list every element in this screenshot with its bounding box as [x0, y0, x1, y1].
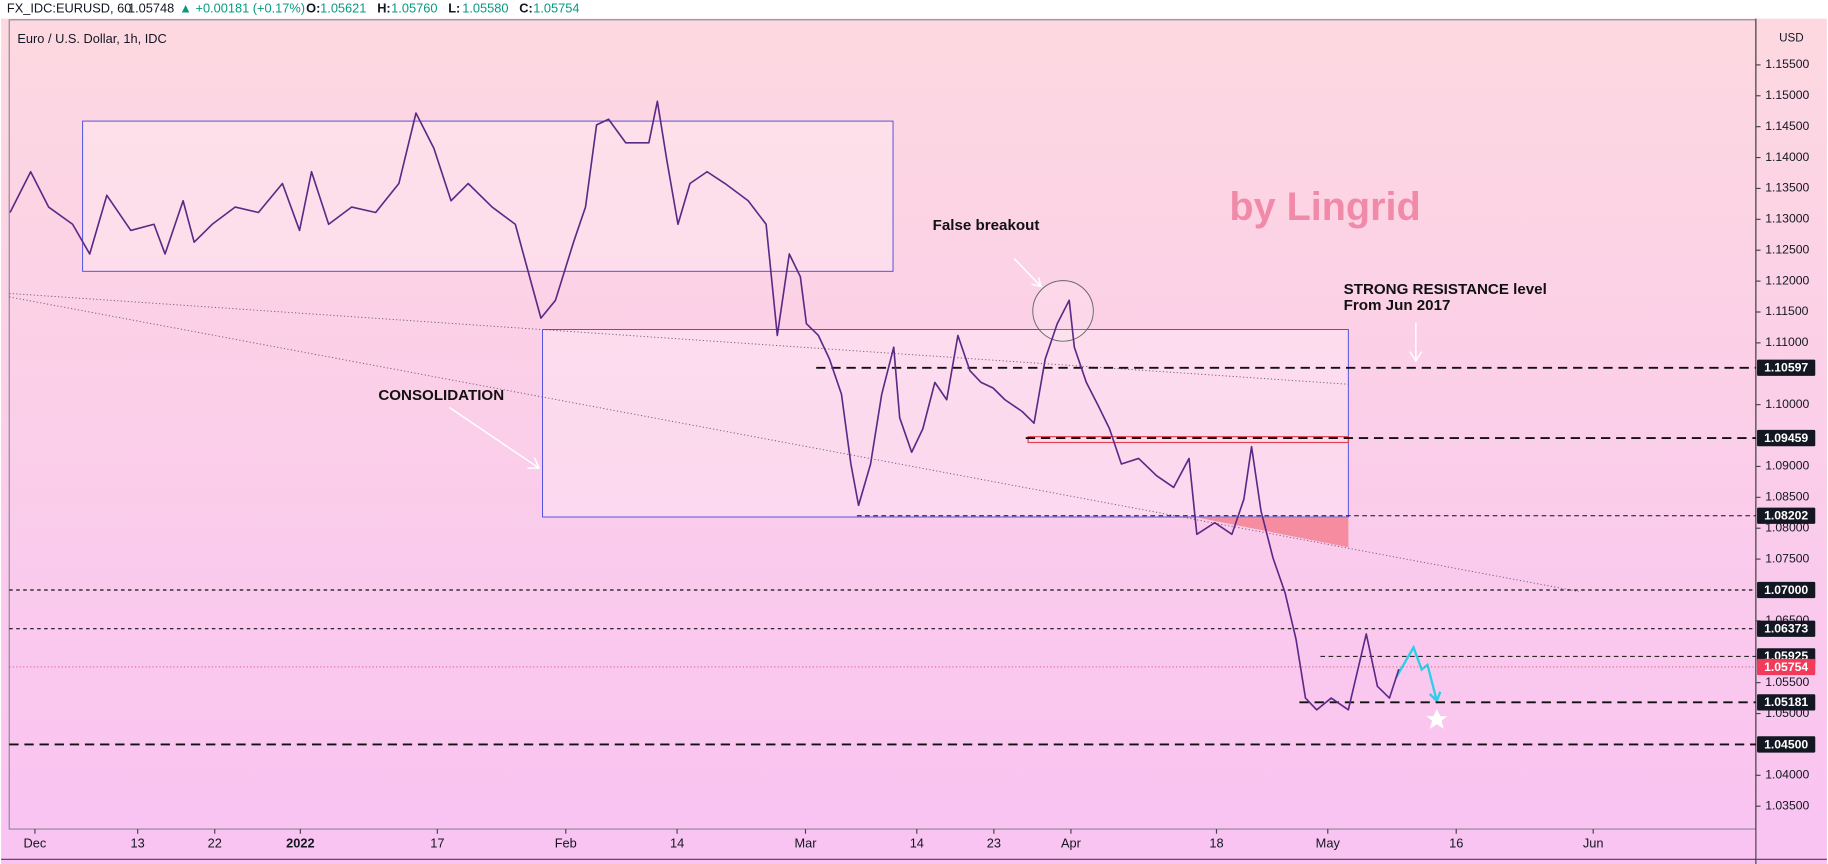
- level-label-box: [1757, 694, 1816, 711]
- x-tick-label: May: [1316, 836, 1341, 851]
- arrow: [448, 406, 541, 469]
- x-tick-label: Mar: [794, 836, 817, 851]
- y-tick-label: 1.14500: [1765, 119, 1809, 133]
- x-tick-label: 14: [910, 836, 924, 851]
- change: ▲ +0.00181 (+0.17%): [179, 1, 305, 16]
- projection-arrow: [1395, 644, 1442, 704]
- x-tick-label: 2022: [286, 836, 314, 851]
- chart-title: Euro / U.S. Dollar, 1h, IDC: [17, 31, 166, 46]
- y-tick-label: 1.11000: [1765, 335, 1808, 349]
- y-tick-label: 1.09000: [1765, 459, 1809, 473]
- x-tick-label: 16: [1449, 836, 1463, 851]
- y-tick-label: 1.12000: [1765, 273, 1809, 287]
- level-label: 1.09459: [1764, 431, 1808, 445]
- series: [9, 100, 1400, 711]
- arrow: [1013, 257, 1042, 288]
- level-label-box: [1757, 736, 1816, 753]
- level-label: 1.07000: [1764, 583, 1808, 597]
- watermark: by Lingrid: [1229, 185, 1420, 229]
- level-label: 1.06373: [1764, 622, 1808, 636]
- y-tick-label: 1.05500: [1765, 675, 1809, 689]
- y-tick-label: 1.03500: [1765, 798, 1809, 812]
- level-labels: 1.105971.094591.082021.070001.063731.059…: [1757, 359, 1816, 753]
- x-tick-label: Jun: [1583, 836, 1604, 851]
- y-tick-label: 1.13000: [1765, 212, 1809, 226]
- annotation: CONSOLIDATION: [378, 387, 504, 404]
- range-box: [82, 120, 894, 272]
- x-tick-label: 14: [670, 836, 684, 851]
- ohlc-key: O:: [306, 1, 320, 16]
- annotation: STRONG RESISTANCE level: [1344, 281, 1547, 298]
- ohlc-key: C:: [519, 1, 533, 16]
- level-label-box: [1757, 658, 1816, 676]
- level-label-box: [1757, 581, 1816, 599]
- ohlc-key: L:: [448, 1, 460, 16]
- resistance-zone: [1027, 436, 1349, 444]
- levels: [9, 366, 1756, 746]
- ohlc-value: 1.05580: [462, 1, 508, 16]
- price-line: [9, 100, 1400, 711]
- x-tick-label: 13: [131, 836, 145, 851]
- x-tick-label: 17: [430, 836, 444, 851]
- target-star: [1426, 709, 1448, 729]
- arrow: [1409, 322, 1423, 363]
- y-tick-label: 1.08000: [1765, 520, 1809, 534]
- y-tick-label: 1.14000: [1765, 150, 1809, 164]
- ohlc-value: 1.05760: [391, 1, 437, 16]
- x-tick-label: 22: [208, 836, 222, 851]
- y-tick-label: 1.13500: [1765, 181, 1809, 195]
- x-tick-label: 23: [987, 836, 1001, 851]
- x-tick-label: Apr: [1061, 836, 1082, 851]
- arrows: [448, 257, 1423, 469]
- x-tick-label: Feb: [555, 836, 577, 851]
- y-tick-label: 1.10000: [1765, 397, 1809, 411]
- ohlc-value: 1.05621: [320, 1, 366, 16]
- annotation: From Jun 2017: [1344, 297, 1451, 314]
- y-tick-label: 1.08500: [1765, 490, 1809, 504]
- y-tick-label: 1.07500: [1765, 551, 1809, 565]
- axis-unit: USD: [1779, 32, 1804, 45]
- y-tick-label: 1.15500: [1765, 57, 1809, 71]
- level-label-box: [1757, 429, 1816, 447]
- trendline: [9, 296, 1579, 592]
- ohlc-value: 1.05754: [533, 1, 579, 16]
- x-tick-label: Dec: [24, 836, 47, 851]
- annotation: False breakout: [933, 217, 1040, 234]
- y-tick-label: 1.11500: [1765, 304, 1808, 318]
- consolidation-box: [542, 329, 1349, 518]
- y-tick-label: 1.15000: [1765, 88, 1809, 102]
- level-label-box: [1757, 620, 1816, 637]
- y-tick-label: 1.12500: [1765, 242, 1809, 256]
- y-tick-label: 1.04000: [1765, 768, 1809, 782]
- level-label: 1.04500: [1764, 737, 1808, 751]
- header-bar: [1, 0, 1827, 19]
- last-price: 1.05748: [128, 1, 174, 16]
- ohlc: O: 1.05621 H: 1.05760 L: 1.05580 C: 1.05754: [306, 1, 579, 16]
- level-label-box: [1757, 359, 1816, 376]
- header: FX_IDC:EURUSD, 60 1.05748 ▲ +0.00181 (+0…: [7, 1, 580, 16]
- x-tick-label: 18: [1209, 836, 1223, 851]
- trendline: [9, 292, 1349, 385]
- level-label-box: [1757, 507, 1816, 524]
- drawings: [9, 120, 1579, 729]
- level-label: 1.05181: [1764, 695, 1808, 709]
- symbol: FX_IDC:EURUSD, 60: [7, 1, 131, 16]
- ohlc-key: H:: [377, 1, 391, 16]
- level-label: 1.10597: [1764, 361, 1808, 375]
- level-label: 1.05754: [1764, 660, 1808, 674]
- level-label: 1.08202: [1764, 509, 1808, 523]
